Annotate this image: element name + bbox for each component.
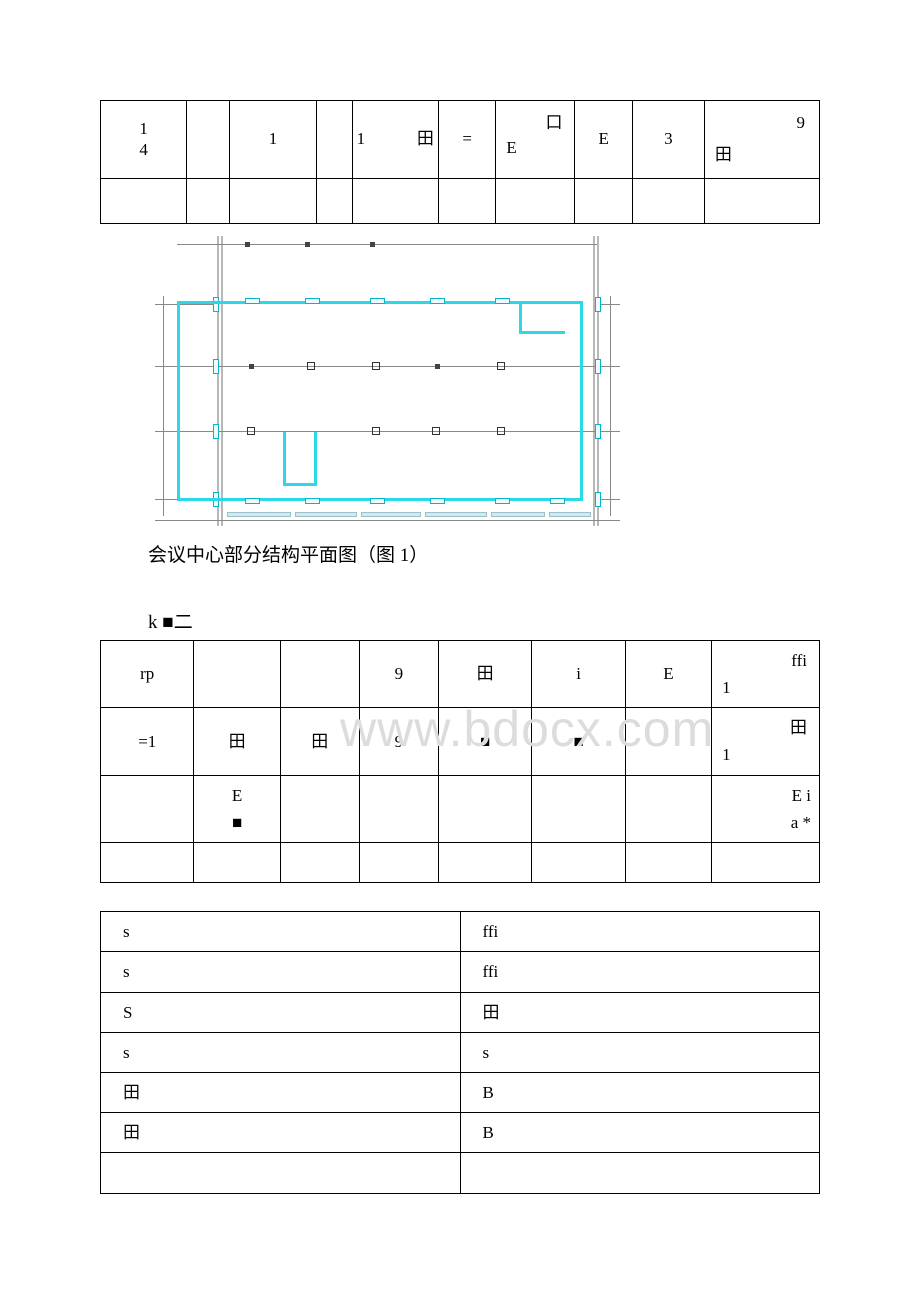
t1-r0-c0: 14 <box>105 118 182 161</box>
t3-r1-c1: ffi <box>460 952 820 992</box>
t2-r2-c7: E ia * <box>712 775 820 842</box>
t1-r0-c6: 口E <box>496 101 575 179</box>
t1-r0-c4: 1田 <box>352 101 438 179</box>
t2-r1-c5: ■ <box>532 708 625 775</box>
t2-r1-c6 <box>625 708 711 775</box>
t3-row-6 <box>101 1153 820 1193</box>
t2-r1-c7: 田1 <box>712 708 820 775</box>
t3-r0-c0: s <box>101 912 461 952</box>
t2-r2-c3 <box>359 775 438 842</box>
t2-r2-c4 <box>438 775 531 842</box>
t2-r0-c6: E <box>625 640 711 707</box>
table-1-row-1 <box>101 178 820 223</box>
t3-r2-c1: 田 <box>460 992 820 1032</box>
table-2: rp 9 田 i E ffi1 =1 田 田 9 ■ ■ 田1 E■ <box>100 640 820 883</box>
t3-row-1: sffi <box>101 952 820 992</box>
t2-r0-c1 <box>194 640 280 707</box>
t1-r0-c1 <box>187 101 230 179</box>
t3-row-2: S田 <box>101 992 820 1032</box>
t2-r1-c2: 田 <box>280 708 359 775</box>
t2-r0-c4: 田 <box>438 640 531 707</box>
t3-r6-c1 <box>460 1153 820 1193</box>
t2-r2-c1: E■ <box>194 775 280 842</box>
t2-row-1: =1 田 田 9 ■ ■ 田1 <box>101 708 820 775</box>
t1-r0-c7: E <box>575 101 633 179</box>
t3-r6-c0 <box>101 1153 461 1193</box>
t2-r1-c4: ■ <box>438 708 531 775</box>
t3-row-0: sffi <box>101 912 820 952</box>
t3-r4-c0: 田 <box>101 1072 461 1112</box>
t2-r2-c5 <box>532 775 625 842</box>
t2-r2-c0 <box>101 775 194 842</box>
t3-row-3: ss <box>101 1032 820 1072</box>
k-label: k ■二 <box>148 607 820 634</box>
t2-row-2: E■ E ia * <box>101 775 820 842</box>
t3-r2-c0: S <box>101 992 461 1032</box>
table-1-row-0: 14 1 1田 = 口E E 3 9田 <box>101 101 820 179</box>
t1-r0-c9: 9田 <box>704 101 819 179</box>
t3-r0-c1: ffi <box>460 912 820 952</box>
t3-r4-c1: B <box>460 1072 820 1112</box>
t3-r3-c0: s <box>101 1032 461 1072</box>
t3-row-5: 田B <box>101 1113 820 1153</box>
t2-row-3 <box>101 843 820 883</box>
t1-r0-c3 <box>316 101 352 179</box>
t2-r1-c1: 田 <box>194 708 280 775</box>
t3-row-4: 田B <box>101 1072 820 1112</box>
t1-r0-c5: = <box>438 101 496 179</box>
t2-r0-c3: 9 <box>359 640 438 707</box>
t2-r1-c3: 9 <box>359 708 438 775</box>
t2-r0-c2 <box>280 640 359 707</box>
table-1: 14 1 1田 = 口E E 3 9田 <box>100 100 820 224</box>
t2-r0-c7: ffi1 <box>712 640 820 707</box>
t2-r0-c0: rp <box>101 640 194 707</box>
t1-r0-c2: 1 <box>230 101 316 179</box>
t3-r1-c0: s <box>101 952 461 992</box>
t3-r5-c0: 田 <box>101 1113 461 1153</box>
t3-r3-c1: s <box>460 1032 820 1072</box>
t1-r0-c8: 3 <box>632 101 704 179</box>
figure-caption: 会议中心部分结构平面图（图 1） <box>148 540 820 567</box>
floor-plan-figure <box>155 236 615 526</box>
t2-r2-c6 <box>625 775 711 842</box>
t2-r2-c2 <box>280 775 359 842</box>
table-3: sffi sffi S田 ss 田B 田B <box>100 911 820 1193</box>
t2-r0-c5: i <box>532 640 625 707</box>
t2-r1-c0: =1 <box>101 708 194 775</box>
t2-row-0: rp 9 田 i E ffi1 <box>101 640 820 707</box>
t3-r5-c1: B <box>460 1113 820 1153</box>
